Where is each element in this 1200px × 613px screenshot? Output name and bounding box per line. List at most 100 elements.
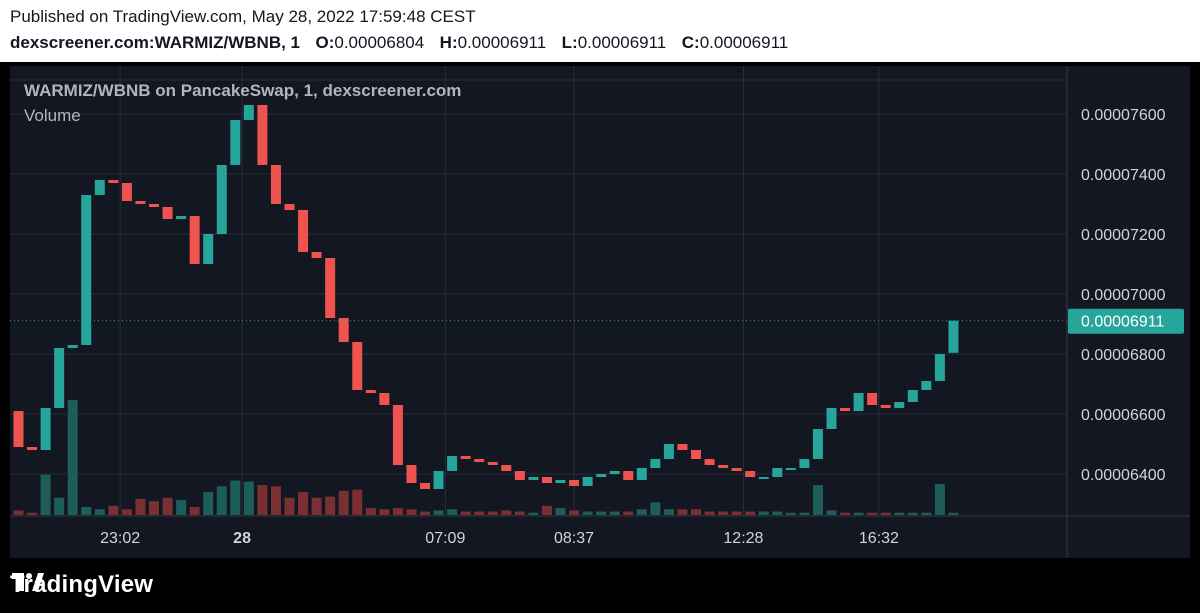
volume-bar — [785, 512, 796, 515]
candle-body — [636, 468, 647, 480]
candle-body — [501, 465, 512, 471]
candle-body — [907, 390, 918, 402]
volume-bar — [27, 512, 38, 515]
price-tick-label: 0.00007200 — [1081, 227, 1166, 244]
volume-bar — [880, 512, 891, 515]
volume-bar — [758, 511, 769, 515]
time-axis[interactable]: 23:02 28 07:09 08:37 12:28 16:32 — [100, 530, 899, 547]
candle-body — [731, 468, 742, 471]
candle-body — [758, 477, 769, 479]
volume-legend[interactable]: Volume — [24, 106, 81, 125]
grid-lines — [10, 66, 1067, 516]
volume-bar — [528, 512, 539, 515]
candle-body — [785, 468, 796, 470]
volume-bar — [731, 511, 742, 515]
chart-header: Published on TradingView.com, May 28, 20… — [0, 0, 1200, 62]
volume-bar — [840, 512, 851, 515]
time-tick-label: 12:28 — [723, 530, 763, 547]
candle-body — [338, 318, 349, 342]
published-info: Published on TradingView.com, May 28, 20… — [10, 7, 476, 26]
candle-body — [447, 456, 458, 471]
candle-body — [108, 180, 119, 183]
candle-body — [176, 216, 187, 219]
volume-bar — [487, 511, 498, 515]
low-label: L: — [561, 33, 578, 52]
last-price-label: 0.00006911 — [1081, 314, 1164, 331]
volume-bar — [257, 485, 268, 515]
candle-body — [81, 195, 92, 345]
volume-bar — [189, 506, 200, 515]
candle-body — [243, 105, 254, 120]
candle-body — [13, 411, 24, 447]
volume-bar — [81, 506, 92, 515]
time-tick-label: 16:32 — [859, 530, 899, 547]
volume-bar — [149, 501, 159, 515]
candle-body — [270, 165, 281, 204]
high-value: 0.00006911 — [457, 33, 547, 52]
candle-body — [203, 234, 214, 264]
tradingview-logo-icon — [12, 573, 44, 591]
candle-body — [365, 390, 376, 393]
volume-bar — [514, 511, 525, 515]
candle-body — [867, 393, 878, 405]
candle-body — [54, 348, 65, 408]
volume-bar — [365, 508, 376, 515]
volume-bar — [108, 505, 119, 515]
brand-name: TradingView — [10, 571, 154, 598]
candle-body — [487, 462, 498, 465]
candle-body — [623, 471, 634, 480]
price-tick-label: 0.00007000 — [1081, 287, 1166, 304]
chart-legend-title[interactable]: WARMIZ/WBNB on PancakeSwap, 1, dexscreen… — [24, 81, 462, 100]
tradingview-brand[interactable]: TradingView — [10, 571, 153, 599]
volume-bar — [826, 510, 837, 515]
candle-body — [257, 105, 268, 165]
candle-body — [853, 393, 864, 411]
volume-bar — [704, 511, 715, 515]
price-tick-label: 0.00006800 — [1081, 347, 1166, 364]
candle-body — [135, 201, 146, 204]
volume-bar — [13, 510, 24, 515]
volume-bar — [907, 512, 918, 515]
volume-bar — [420, 511, 430, 515]
open-value: 0.00006804 — [334, 33, 425, 52]
candle-body — [880, 405, 891, 408]
volume-bar — [921, 512, 932, 515]
volume-bar — [948, 512, 959, 515]
candle-body — [582, 477, 593, 486]
volume-bar — [54, 497, 65, 515]
candle-body — [528, 477, 539, 480]
candle-body — [121, 183, 132, 201]
candle-body — [921, 381, 932, 390]
volume-bar — [867, 512, 878, 515]
candle-body — [596, 474, 607, 477]
candle-body — [663, 444, 674, 459]
open-label: O: — [315, 33, 335, 52]
candle-body — [162, 207, 173, 219]
candle-body — [379, 393, 390, 405]
candle-body — [894, 402, 905, 408]
volume-bar — [745, 511, 756, 515]
candle-body — [433, 471, 444, 489]
candle-body — [149, 204, 159, 207]
volume-bar — [135, 498, 146, 515]
candle-body — [298, 210, 309, 252]
volume-bar — [650, 502, 661, 515]
volume-bar — [853, 512, 864, 515]
volume-bar — [40, 474, 51, 515]
volume-bar — [379, 509, 390, 515]
volume-bar — [894, 512, 905, 515]
volume-bar — [691, 509, 701, 515]
volume-bar — [298, 492, 309, 515]
volume-bar — [569, 510, 580, 515]
volume-bar — [230, 480, 241, 515]
price-axis[interactable]: 0.00007600 0.00007400 0.00007200 0.00007000… — [1081, 107, 1166, 484]
volume-bar — [596, 511, 607, 515]
candle-body — [514, 471, 525, 480]
volume-bar — [772, 511, 783, 515]
volume-bar — [203, 492, 214, 515]
candle-body — [650, 459, 661, 468]
volume-bar — [392, 508, 403, 515]
volume-bar — [718, 511, 729, 515]
last-price-label-group: 0.00006911 — [1068, 308, 1184, 334]
